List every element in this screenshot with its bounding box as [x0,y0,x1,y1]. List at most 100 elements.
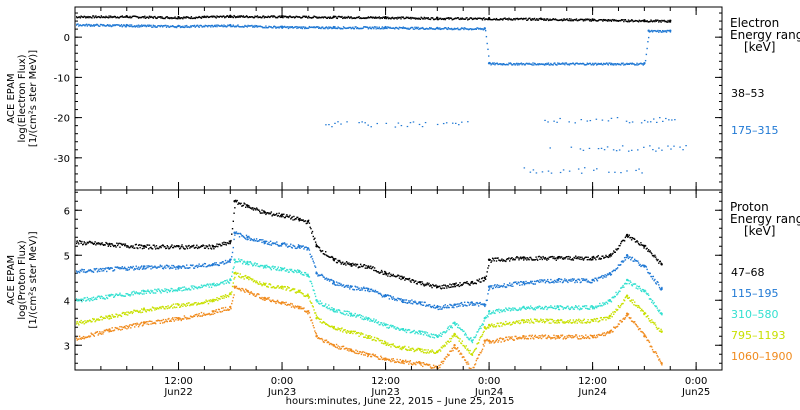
proton-sample [185,267,187,269]
proton-sample [119,246,121,248]
proton-sample [89,320,92,322]
proton-sample [422,304,425,306]
proton-sample [341,327,343,329]
proton-sample [545,258,547,260]
proton-sample [595,320,597,322]
proton-sample [210,264,212,267]
proton-sample [388,272,391,274]
proton-sample [158,306,161,309]
proton-sample [557,255,560,258]
proton-sample [604,274,606,276]
proton-sample [502,323,504,325]
electron-sample [177,25,179,27]
proton-sample [536,258,538,260]
electron-sample [106,16,108,18]
proton-sample [168,267,171,270]
electron-sample [581,18,584,21]
proton-sample [165,290,167,292]
proton-sample [447,340,450,342]
proton-sample [184,267,186,269]
proton-sample [85,299,88,302]
electron-sample [553,62,555,65]
proton-sample [657,327,659,330]
proton-sample [444,345,446,347]
electron-sample [297,16,300,18]
proton-sample [275,287,277,289]
proton-sample [147,289,149,291]
proton-sample [385,295,387,297]
proton-sample [213,248,215,250]
electron-sparse-sample [397,122,400,124]
proton-sample [318,302,320,304]
electron-sample [114,24,116,27]
electron-sample [668,20,671,23]
proton-sample [651,299,654,302]
proton-sample [467,301,469,304]
electron-sample [613,19,615,22]
electron-sparse-sample [325,124,327,126]
electron-sample [464,27,467,30]
proton-sample [95,319,97,322]
proton-sample [220,262,222,264]
electron-sample [427,28,429,30]
electron-sample [648,20,651,23]
proton-sample [209,265,211,267]
proton-sample [181,303,183,305]
electron-sample [211,16,214,18]
electron-sample [571,19,574,21]
proton-sample [649,272,651,275]
proton-sample [591,281,593,284]
proton-sample [195,246,197,249]
electron-sample [512,18,515,20]
proton-sample [511,309,513,311]
electron-sample [498,63,501,65]
proton-sample [603,316,606,319]
proton-sample [189,288,191,291]
proton-sample [284,270,287,272]
electron-sample [481,18,483,20]
electron-sample [189,17,191,19]
electron-sample [128,16,130,19]
electron-sample [415,27,417,30]
electron-sample [225,16,228,18]
electron-sample [629,62,631,65]
proton-sample [276,285,279,287]
proton-sample [597,321,599,323]
electron-sample [137,24,140,26]
proton-sample [158,266,161,268]
proton-sample [470,301,472,304]
proton-sample [130,245,133,247]
electron-sample [603,19,606,22]
electron-sample [290,16,292,18]
proton-sample [297,269,299,271]
electron-sample [513,63,516,65]
electron-sample [561,18,563,21]
electron-sample [95,24,97,27]
proton-sample [331,309,334,311]
proton-sample [92,242,94,245]
proton-sample [578,258,581,260]
proton-sample [146,309,148,311]
proton-sample [644,244,646,247]
proton-sample [620,287,623,289]
electron-sample [97,24,99,27]
electron-sparse-sample [559,117,561,120]
proton-sample [617,291,620,294]
proton-sample [267,243,269,245]
electron-sample [130,24,133,26]
proton-sample [258,240,260,242]
proton-sample [212,283,214,285]
electron-sample [654,30,657,32]
proton-sample [384,294,387,296]
proton-sample [589,306,592,308]
proton-sample [504,260,506,262]
proton-sample [496,284,498,286]
electron-sample [655,30,658,33]
electron-sample [257,25,259,27]
electron-sample [84,15,86,18]
proton-sample [295,270,297,272]
electron-sample [131,26,134,28]
electron-sample [157,25,159,27]
proton-sample [593,257,596,259]
proton-sample [638,306,641,308]
